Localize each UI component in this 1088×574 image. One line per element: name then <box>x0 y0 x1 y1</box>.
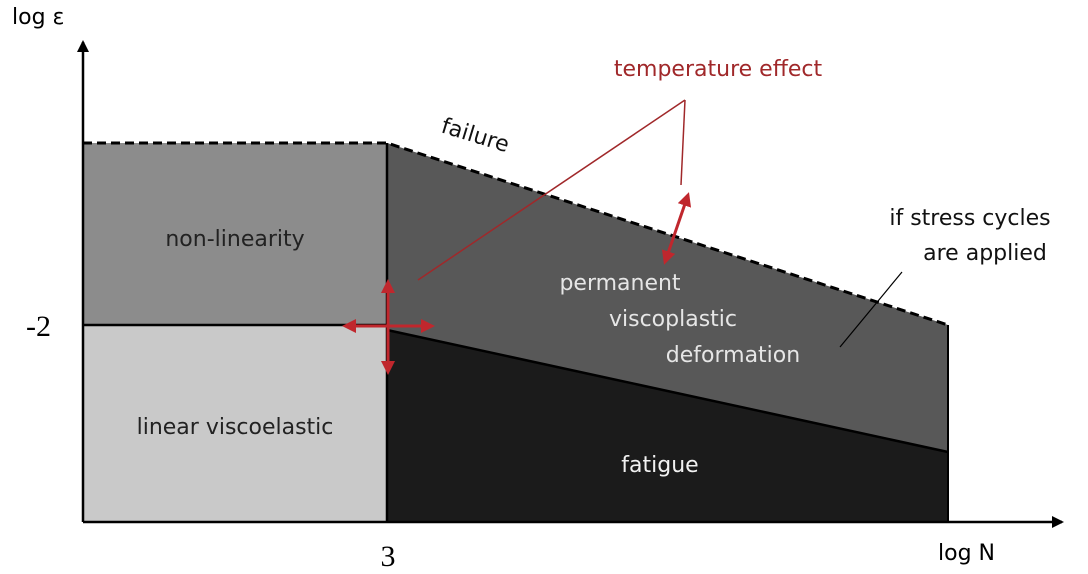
x-tick-label: 3 <box>381 540 396 573</box>
pointer-line <box>417 99 686 281</box>
x-axis-label: log N <box>938 541 995 566</box>
stress-label: if stress cycles <box>889 206 1050 231</box>
pointer-line <box>680 99 686 186</box>
region-label: deformation <box>666 343 800 368</box>
failure-label: failure <box>438 114 512 158</box>
y-tick-label: -2 <box>26 310 51 343</box>
region-label: permanent <box>559 271 680 296</box>
region-fatigue <box>387 330 948 522</box>
pointer-line <box>839 271 903 348</box>
failure-line <box>83 141 949 327</box>
region-label: non-linearity <box>165 227 304 252</box>
region-non-linearity <box>83 143 387 325</box>
region-label: linear viscoelastic <box>137 415 334 440</box>
red-arrow <box>661 192 692 265</box>
boundary <box>386 328 949 454</box>
temperature-label: temperature effect <box>614 57 823 82</box>
region-linear <box>83 325 387 522</box>
region-label: viscoplastic <box>609 307 737 332</box>
region-label: fatigue <box>621 453 698 478</box>
region-permanent <box>387 143 948 452</box>
stress-label: are applied <box>923 241 1047 266</box>
y-axis-label: log ε <box>12 5 64 30</box>
